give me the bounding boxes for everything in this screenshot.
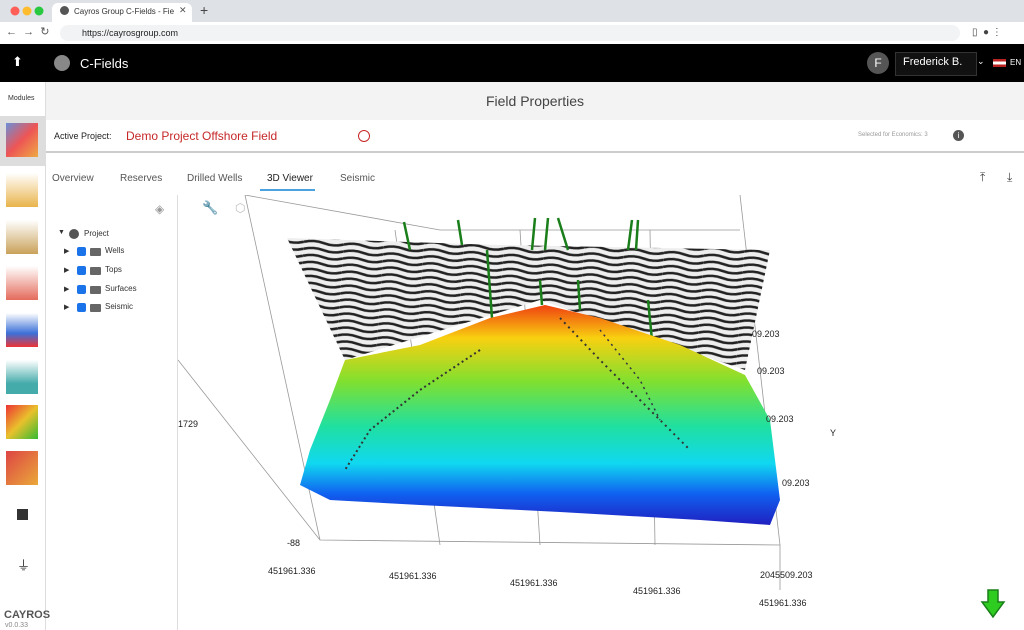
horizon-surface: [300, 305, 780, 525]
app-name: C-Fields: [80, 56, 129, 71]
title-band: [46, 82, 1024, 120]
tree-toggle[interactable]: ▶: [64, 304, 70, 311]
project-icon: [69, 229, 79, 239]
page-title: Field Properties: [485, 93, 585, 109]
module-icon[interactable]: [6, 266, 38, 300]
tree-item[interactable]: Tops: [105, 265, 122, 274]
modules-label: Modules: [8, 95, 35, 102]
globe-icon: [54, 55, 70, 71]
axis-label: Y: [830, 428, 837, 438]
module-icon[interactable]: [6, 173, 38, 207]
axis-label: 09.203: [782, 478, 810, 488]
cube-icon[interactable]: ⬡: [235, 201, 246, 215]
tree-item[interactable]: Seismic: [105, 302, 134, 311]
tab-active[interactable]: 3D Viewer: [267, 173, 313, 184]
tree-toggle[interactable]: ▼: [58, 229, 65, 236]
axis-label: 451961.336: [759, 598, 807, 608]
tab[interactable]: Overview: [52, 173, 94, 184]
tools-icon[interactable]: 🔧: [202, 200, 219, 215]
user-box[interactable]: [895, 52, 977, 76]
brand: CAYROS: [4, 609, 51, 621]
active-project-label: Active Project:: [54, 131, 112, 141]
folder-icon: [90, 286, 101, 294]
folder-icon: [90, 248, 101, 256]
axis-label: 1729: [178, 419, 199, 429]
user-name: Frederick B.: [903, 56, 963, 68]
url: https://cayrosgroup.com: [82, 28, 179, 38]
tab[interactable]: Drilled Wells: [187, 173, 243, 184]
browser-tab[interactable]: [52, 3, 192, 22]
economics-count: Selected for Economics: 3: [858, 132, 928, 138]
tab-favicon: [60, 6, 69, 15]
axis-label: 09.203: [752, 329, 780, 339]
module-icon[interactable]: [6, 451, 38, 485]
axis-label: 451961.336: [633, 586, 681, 596]
tree-toggle[interactable]: ▶: [64, 286, 70, 293]
window-controls: [10, 6, 44, 16]
version: v0.0.33: [5, 622, 28, 629]
folder-icon: [90, 304, 101, 312]
nav-buttons[interactable]: ← → ↻: [6, 26, 50, 38]
checkbox[interactable]: [77, 247, 86, 256]
upload-icon[interactable]: ⤒: [980, 170, 986, 184]
axis-label: 09.203: [757, 366, 785, 376]
tab-close[interactable]: ✕: [179, 5, 187, 15]
app-header: [0, 44, 1024, 82]
user-menu-caret[interactable]: ⌄: [977, 56, 985, 66]
wells: [402, 217, 654, 341]
module-icon[interactable]: [6, 405, 38, 439]
scroll-down-arrow[interactable]: [980, 588, 1006, 620]
tree-toggle[interactable]: ▶: [64, 267, 70, 274]
axis-label: 451961.336: [389, 571, 437, 581]
fault: [344, 349, 481, 471]
checkbox[interactable]: [77, 285, 86, 294]
axis-label: 451961.336: [268, 566, 316, 576]
axis-label: 2045509.203: [760, 570, 813, 580]
tree-item[interactable]: Surfaces: [105, 284, 137, 293]
tab-underline: [260, 189, 315, 191]
user-avatar[interactable]: F: [867, 52, 889, 74]
browser-actions[interactable]: ▯ ● ⋮: [972, 27, 1002, 38]
add-layer-icon[interactable]: ◈: [155, 202, 165, 216]
flag: [993, 59, 1006, 67]
tree-panel: [46, 195, 178, 630]
tab[interactable]: Reserves: [120, 173, 163, 184]
language[interactable]: EN: [1010, 58, 1022, 67]
module-icon[interactable]: [6, 360, 38, 394]
dashboard-icon[interactable]: [17, 509, 28, 520]
module-icon[interactable]: [6, 123, 38, 157]
plugin-icon[interactable]: ⏚: [17, 558, 31, 573]
info-icon[interactable]: i: [953, 130, 964, 141]
tree-item[interactable]: Wells: [105, 246, 125, 255]
tab-title: Cayros Group C-Fields - Field: [74, 7, 174, 16]
3d-viewer: [178, 195, 781, 590]
axis-label: 451961.336: [510, 578, 558, 588]
download-icon[interactable]: ⤓: [1007, 170, 1013, 184]
axis-label: -88: [287, 538, 301, 548]
active-project[interactable]: Demo Project Offshore Field: [126, 129, 278, 143]
module-icon[interactable]: [6, 220, 38, 254]
project-dropdown[interactable]: [358, 130, 370, 142]
tree-root[interactable]: Project: [84, 229, 109, 238]
axis-label: 09.203: [766, 414, 794, 424]
folder-icon: [90, 267, 101, 275]
checkbox[interactable]: [77, 266, 86, 275]
pin-icon[interactable]: ⬆: [12, 54, 23, 69]
divider: [46, 151, 1024, 153]
checkbox[interactable]: [77, 303, 86, 312]
tree-toggle[interactable]: ▶: [64, 248, 70, 255]
new-tab[interactable]: +: [200, 2, 209, 18]
module-icon[interactable]: [6, 313, 38, 347]
browser-tab-bar: [0, 0, 1024, 22]
tab[interactable]: Seismic: [340, 173, 376, 184]
address-bar[interactable]: [60, 25, 960, 41]
